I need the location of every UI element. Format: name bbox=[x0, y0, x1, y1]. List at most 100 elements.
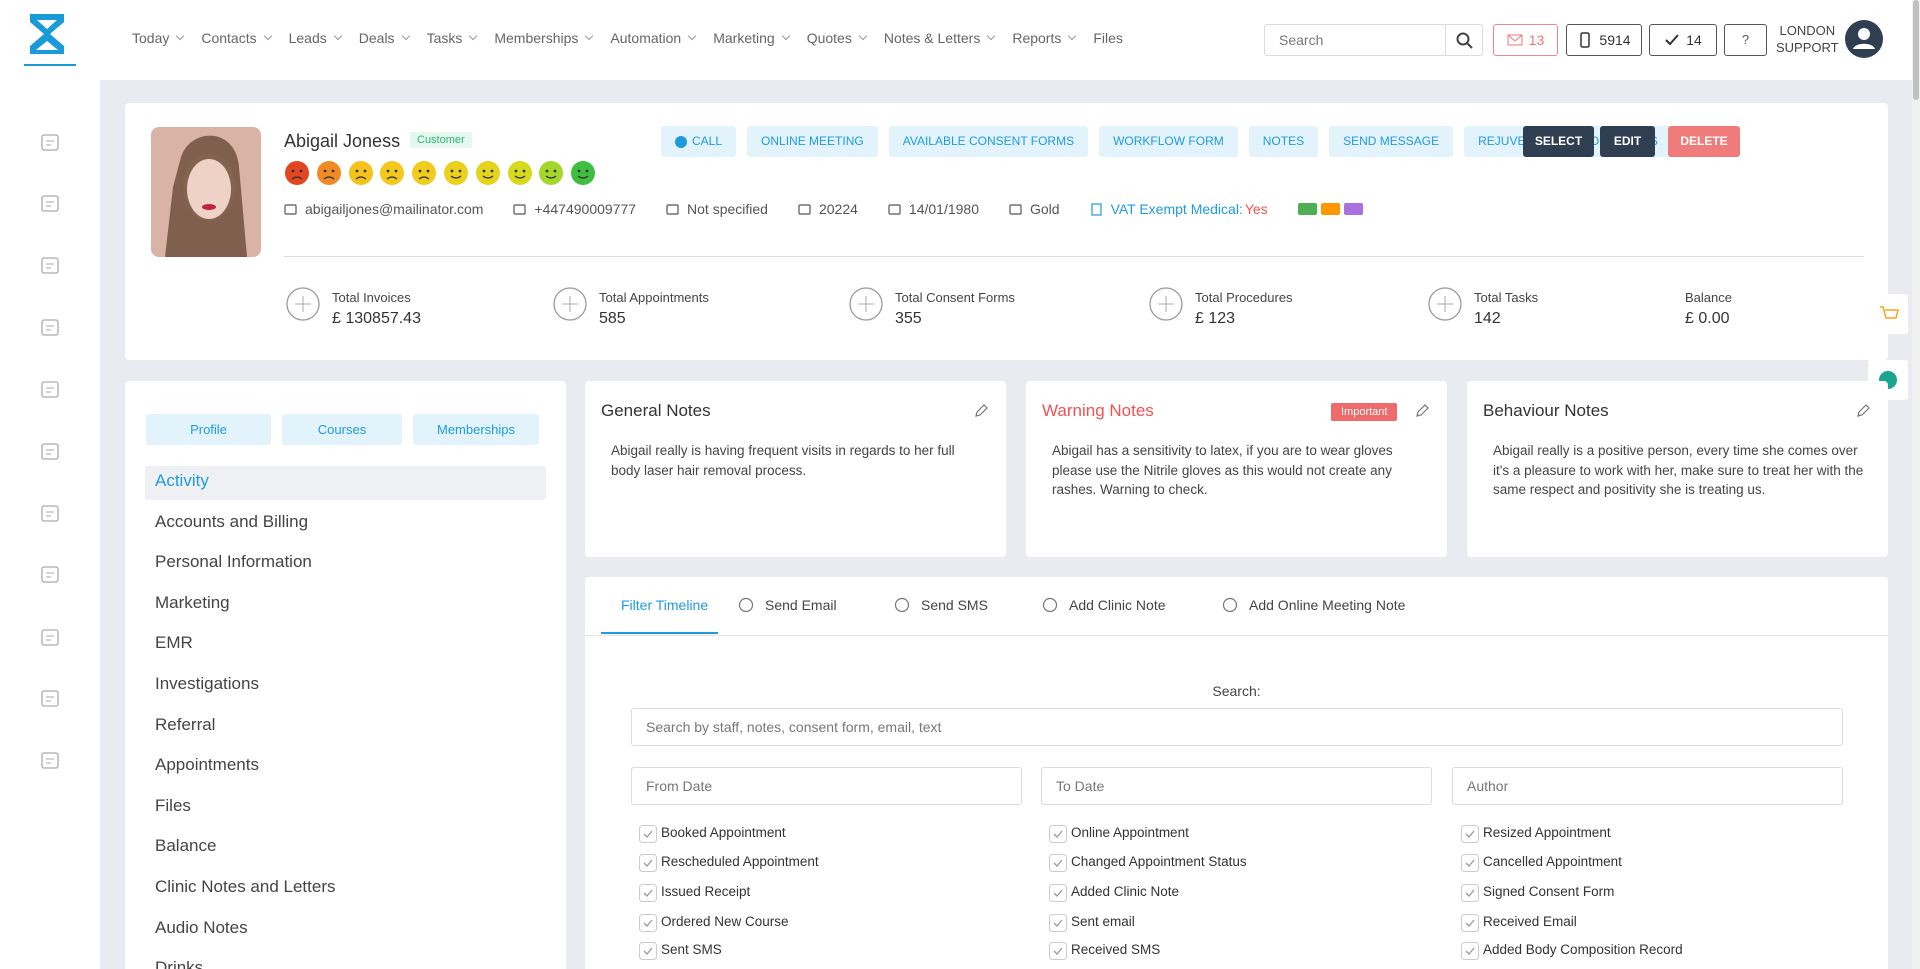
side-menu-item[interactable]: Drinks bbox=[155, 958, 204, 969]
timeline-card: Filter Timeline Send Email Send SMS Add Cli… bbox=[585, 577, 1888, 969]
sidebar-icon bbox=[41, 319, 59, 336]
nav-item[interactable]: Files bbox=[1093, 30, 1123, 46]
side-menu-item[interactable]: Balance bbox=[155, 836, 217, 856]
edit-icon bbox=[1857, 404, 1870, 417]
search-box[interactable]: Search bbox=[1264, 24, 1483, 56]
profile-button[interactable]: SELECT bbox=[1523, 126, 1594, 157]
filter-input[interactable]: Author bbox=[1452, 767, 1843, 805]
contact-details: abigailjones@mailinator.com +447490009777… bbox=[284, 201, 1363, 217]
nav-item[interactable]: Reports bbox=[1012, 30, 1075, 46]
timeline-tab[interactable]: Send SMS bbox=[921, 597, 988, 613]
side-menu-item[interactable]: Accounts and Billing bbox=[155, 511, 309, 531]
checkbox-label[interactable]: Sent SMS bbox=[661, 942, 722, 957]
action-button[interactable]: ONLINE MEETING bbox=[747, 126, 878, 157]
detail-dob: 14/01/1980 bbox=[888, 201, 979, 217]
timeline-tab[interactable]: Add Clinic Note bbox=[1069, 597, 1166, 613]
checkbox bbox=[1461, 914, 1479, 932]
tab-icon bbox=[738, 597, 754, 613]
sidebar-icon bbox=[41, 505, 59, 522]
checkbox-label[interactable]: Booked Appointment bbox=[661, 825, 786, 840]
edit-icon bbox=[975, 404, 988, 417]
profile-photo bbox=[151, 127, 261, 257]
nav-item[interactable]: Quotes bbox=[807, 30, 866, 46]
filter-input[interactable]: To Date bbox=[1041, 767, 1432, 805]
side-menu-item[interactable]: Appointments bbox=[155, 755, 259, 775]
stat-label: Balance bbox=[1685, 290, 1732, 305]
action-button[interactable]: CALL bbox=[661, 126, 737, 157]
checkbox-label[interactable]: Changed Appointment Status bbox=[1071, 854, 1247, 869]
side-menu-item[interactable]: Personal Information bbox=[155, 552, 312, 572]
badge-phone[interactable]: 5914 bbox=[1566, 24, 1642, 56]
search-icon bbox=[1456, 32, 1473, 49]
stat-label: Total Procedures bbox=[1195, 290, 1293, 305]
action-buttons: CALL ONLINE MEETING AVAILABLE CONSENT FORM… bbox=[661, 126, 1672, 157]
badge-mail[interactable]: 13 bbox=[1493, 24, 1558, 56]
side-menu-item[interactable]: Marketing bbox=[155, 592, 230, 612]
checkbox-label[interactable]: Added Clinic Note bbox=[1071, 884, 1180, 899]
detail-icon bbox=[1090, 202, 1102, 216]
side-menu-item[interactable]: Files bbox=[155, 795, 191, 815]
icon-mail bbox=[1507, 34, 1523, 46]
profile-button[interactable]: EDIT bbox=[1600, 126, 1655, 157]
filter-input[interactable]: From Date bbox=[631, 767, 1022, 805]
note-text: Abigail really is having frequent visits… bbox=[611, 443, 955, 478]
detail-gender: Not specified bbox=[666, 201, 768, 217]
side-menu-item[interactable]: Audio Notes bbox=[155, 917, 248, 937]
checkbox bbox=[639, 825, 657, 843]
nav-item[interactable]: Contacts bbox=[201, 30, 270, 46]
contact-name: Abigail Joness bbox=[284, 131, 401, 151]
nav-item[interactable]: Leads bbox=[289, 30, 341, 46]
help-button[interactable]: ? bbox=[1724, 24, 1767, 56]
action-button[interactable]: NOTES bbox=[1248, 126, 1319, 157]
checkbox-label[interactable]: Online Appointment bbox=[1071, 825, 1189, 840]
timeline-tab[interactable]: Send Email bbox=[765, 597, 837, 613]
nav-item[interactable]: Automation bbox=[610, 30, 695, 46]
filter-placeholder: Author bbox=[1467, 778, 1509, 794]
checkbox-label[interactable]: Cancelled Appointment bbox=[1483, 854, 1622, 869]
checkbox-label[interactable]: Received Email bbox=[1483, 914, 1577, 929]
profile-button[interactable]: DELETE bbox=[1668, 126, 1740, 157]
action-button[interactable]: SEND MESSAGE bbox=[1329, 126, 1454, 157]
side-menu-item[interactable]: Activity bbox=[155, 471, 209, 490]
nav-item[interactable]: Memberships bbox=[494, 30, 592, 46]
sidebar-icon bbox=[41, 134, 59, 151]
side-menu-item[interactable]: Investigations bbox=[155, 674, 259, 693]
nav-item[interactable]: Tasks bbox=[427, 30, 477, 46]
checkbox-label[interactable]: Received SMS bbox=[1071, 942, 1161, 957]
timeline-search[interactable]: Search by staff, notes, consent form, em… bbox=[631, 708, 1843, 746]
side-menu-item[interactable]: EMR bbox=[155, 633, 193, 653]
side-bar bbox=[0, 80, 100, 969]
checkbox-label[interactable]: Rescheduled Appointment bbox=[661, 854, 819, 869]
action-button[interactable]: WORKFLOW FORM bbox=[1099, 126, 1238, 157]
nav-item[interactable]: Today bbox=[132, 30, 183, 46]
checkbox bbox=[639, 942, 657, 960]
scrollbar bbox=[1912, 0, 1920, 969]
timeline-tab[interactable]: Add Online Meeting Note bbox=[1249, 597, 1406, 613]
checkbox-label[interactable]: Sent email bbox=[1071, 914, 1135, 929]
side-tab[interactable]: Courses bbox=[282, 414, 402, 445]
side-menu-item[interactable]: Clinic Notes and Letters bbox=[155, 877, 336, 896]
nav-item[interactable]: Deals bbox=[359, 30, 409, 46]
detail-text: +447490009777 bbox=[534, 201, 637, 217]
action-button[interactable]: AVAILABLE CONSENT FORMS bbox=[888, 126, 1089, 157]
vat-value: Yes bbox=[1244, 201, 1268, 217]
filter-placeholder: To Date bbox=[1056, 778, 1105, 794]
checkbox bbox=[1049, 825, 1067, 843]
side-tab[interactable]: Profile bbox=[146, 414, 271, 445]
checkbox-label[interactable]: Resized Appointment bbox=[1483, 825, 1611, 840]
checkbox-label[interactable]: Ordered New Course bbox=[661, 914, 789, 929]
nav-item[interactable]: Marketing bbox=[713, 30, 788, 46]
checkbox-label[interactable]: Added Body Composition Record bbox=[1483, 942, 1683, 957]
icon-tasks bbox=[1665, 34, 1679, 46]
side-menu-item[interactable]: Referral bbox=[155, 714, 216, 734]
checkbox-label[interactable]: Issued Receipt bbox=[661, 884, 751, 899]
timeline-tab[interactable]: Filter Timeline bbox=[621, 597, 709, 613]
badge-tasks[interactable]: 14 bbox=[1649, 24, 1717, 56]
logo bbox=[24, 14, 76, 66]
checkbox-label[interactable]: Signed Consent Form bbox=[1483, 884, 1615, 899]
side-tab[interactable]: Memberships bbox=[413, 414, 539, 445]
color-tag bbox=[1297, 203, 1317, 215]
nav-item[interactable]: Notes & Letters bbox=[884, 30, 995, 46]
tab-icon bbox=[1042, 597, 1058, 613]
